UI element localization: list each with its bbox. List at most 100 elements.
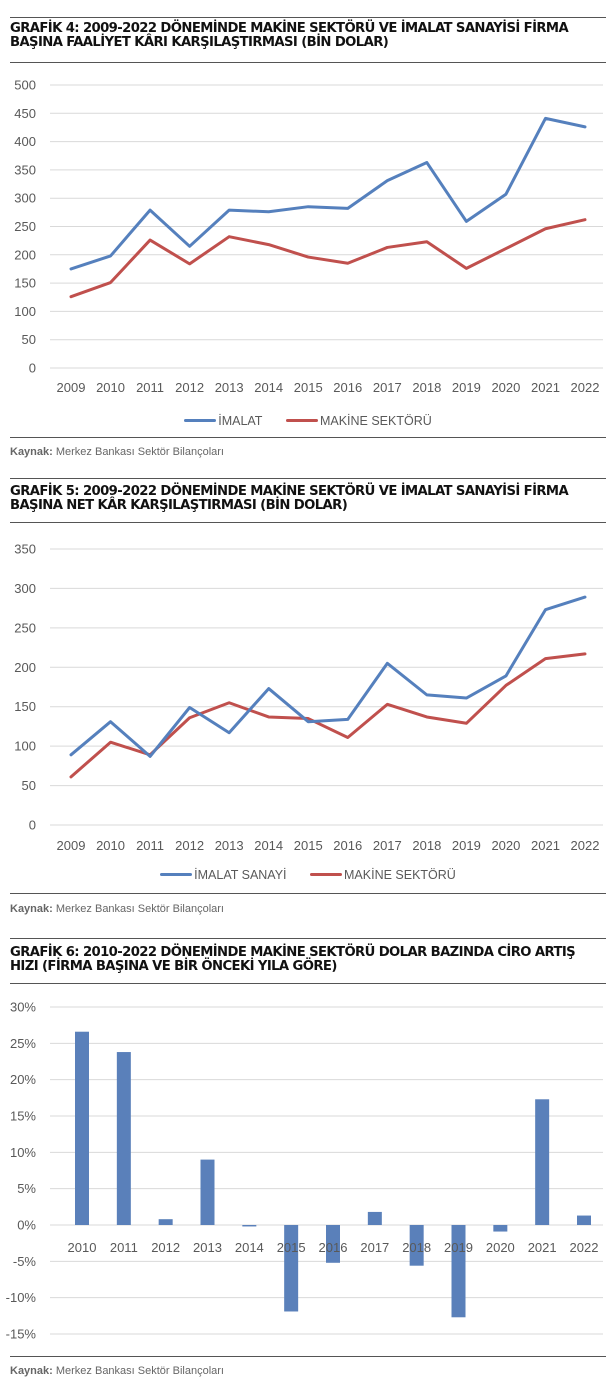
y-tick-label: 100 (14, 739, 36, 754)
x-tick-label: 2014 (254, 838, 283, 853)
y-tick-label: 25% (10, 1036, 36, 1051)
y-tick-label: 250 (14, 219, 36, 234)
x-tick-label: 2010 (68, 1240, 97, 1255)
x-tick-label: 2012 (151, 1240, 180, 1255)
y-tick-label: 200 (14, 660, 36, 675)
legend-swatch-blue (184, 419, 217, 422)
x-tick-label: 2022 (571, 380, 600, 395)
y-tick-label: 150 (14, 699, 36, 714)
y-tick-label: 0% (17, 1218, 36, 1233)
legend-label: MAKİNE SEKTÖRÜ (319, 413, 432, 428)
x-tick-label: 2010 (96, 380, 125, 395)
series-line-imalat (69, 595, 587, 758)
y-tick-label: 350 (14, 162, 36, 177)
legend-swatch-blue (160, 873, 193, 876)
y-tick-label: -15% (6, 1327, 37, 1342)
x-tick-label: 2013 (215, 380, 244, 395)
x-tick-label: 2019 (452, 380, 481, 395)
legend-item-makine: MAKİNE SEKTÖRÜ (285, 413, 432, 428)
x-tick-label: 2018 (412, 838, 441, 853)
y-tick-label: 50 (22, 778, 36, 793)
bar (326, 1225, 340, 1263)
x-tick-label: 2017 (373, 838, 402, 853)
legend-label: İMALAT SANAYİ (194, 867, 287, 882)
bar (158, 1219, 173, 1225)
chart5-title: GRAFİK 5: 2009-2022 DÖNEMİNDE MAKİNE SEK… (10, 484, 569, 513)
x-tick-label: 2012 (175, 838, 204, 853)
bar (284, 1225, 299, 1312)
rule (10, 62, 606, 63)
x-tick-label: 2019 (452, 838, 481, 853)
y-tick-label: -10% (6, 1290, 37, 1305)
x-tick-label: 2016 (333, 380, 362, 395)
x-tick-label: 2011 (136, 380, 164, 395)
bar (577, 1215, 591, 1225)
legend-swatch-red (310, 873, 343, 876)
y-tick-label: 0 (29, 361, 36, 376)
x-tick-label: 2015 (294, 838, 323, 853)
x-tick-label: 2018 (402, 1240, 431, 1255)
y-tick-label: 50 (22, 332, 36, 347)
source-label: Kaynak: (10, 446, 53, 458)
x-tick-label: 2021 (531, 838, 560, 853)
legend-swatch-red (285, 419, 318, 422)
x-tick-label: 2017 (373, 380, 402, 395)
chart6-title: GRAFİK 6: 2010-2022 DÖNEMİNDE MAKİNE SEK… (10, 945, 576, 974)
x-tick-label: 2021 (528, 1240, 557, 1255)
x-tick-label: 2012 (175, 380, 204, 395)
source-text: Merkez Bankası Sektör Bilançoları (55, 903, 224, 915)
rule (10, 437, 606, 438)
source-text: Merkez Bankası Sektör Bilançoları (55, 446, 224, 458)
y-tick-label: 100 (14, 304, 36, 319)
y-tick-label: 5% (17, 1181, 36, 1196)
x-tick-label: 2011 (136, 838, 164, 853)
x-tick-label: 2020 (491, 838, 520, 853)
x-tick-label: 2016 (333, 838, 362, 853)
source-label: Kaynak: (10, 903, 53, 915)
x-tick-label: 2016 (319, 1240, 348, 1255)
y-tick-label: 15% (10, 1109, 36, 1124)
bar (535, 1099, 550, 1225)
y-tick-label: 10% (10, 1145, 36, 1160)
series-line-imalat (69, 116, 587, 271)
y-tick-label: 450 (14, 106, 36, 121)
bar (493, 1225, 508, 1232)
x-tick-label: 2017 (360, 1240, 389, 1255)
bar (242, 1225, 257, 1227)
rule (10, 1356, 606, 1357)
bar (200, 1159, 215, 1225)
x-tick-label: 2009 (57, 838, 86, 853)
x-tick-label: 2014 (235, 1240, 264, 1255)
y-tick-label: 300 (14, 191, 36, 206)
y-tick-label: 300 (14, 581, 36, 596)
bar (116, 1052, 131, 1225)
chart4-plot: 0 50 100 150 200 250 300 350 400 450 500 2009 2010 20… (14, 78, 603, 395)
legend-label: İMALAT (218, 413, 263, 428)
y-tick-label: 350 (14, 542, 36, 557)
y-tick-label: 250 (14, 620, 36, 635)
x-tick-label: 2015 (277, 1240, 306, 1255)
chart6-plot: -15% -10% -5% 0% 5% 10% 15% 20% 25% 30% 2010 2011 20… (6, 1000, 603, 1342)
y-tick-label: 400 (14, 134, 36, 149)
source-note: Kaynak: Merkez Bankası Sektör Bilançolar… (10, 446, 224, 458)
rule (10, 522, 606, 523)
x-tick-label: 2015 (294, 380, 323, 395)
source-note: Kaynak: Merkez Bankası Sektör Bilançolar… (10, 1365, 224, 1377)
x-tick-label: 2009 (57, 380, 86, 395)
x-tick-label: 2020 (491, 380, 520, 395)
bar (367, 1211, 382, 1225)
legend-label: MAKİNE SEKTÖRÜ (344, 867, 456, 882)
chart5-plot: 0 50 100 150 200 250 300 350 2009 2010 2011 2012 201… (14, 542, 603, 853)
y-tick-label: -5% (13, 1254, 37, 1269)
x-tick-label: 2022 (570, 1240, 599, 1255)
rule (10, 983, 606, 984)
x-tick-label: 2013 (193, 1240, 222, 1255)
rule (10, 938, 606, 939)
x-tick-label: 2021 (531, 380, 560, 395)
chart4-title: GRAFİK 4: 2009-2022 DÖNEMİNDE MAKİNE SEK… (10, 21, 569, 50)
series-line-makine (69, 218, 587, 299)
legend-item-imalat: İMALAT (184, 414, 262, 428)
x-tick-label: 2013 (215, 838, 244, 853)
y-tick-label: 20% (10, 1072, 36, 1087)
rule (10, 478, 606, 479)
